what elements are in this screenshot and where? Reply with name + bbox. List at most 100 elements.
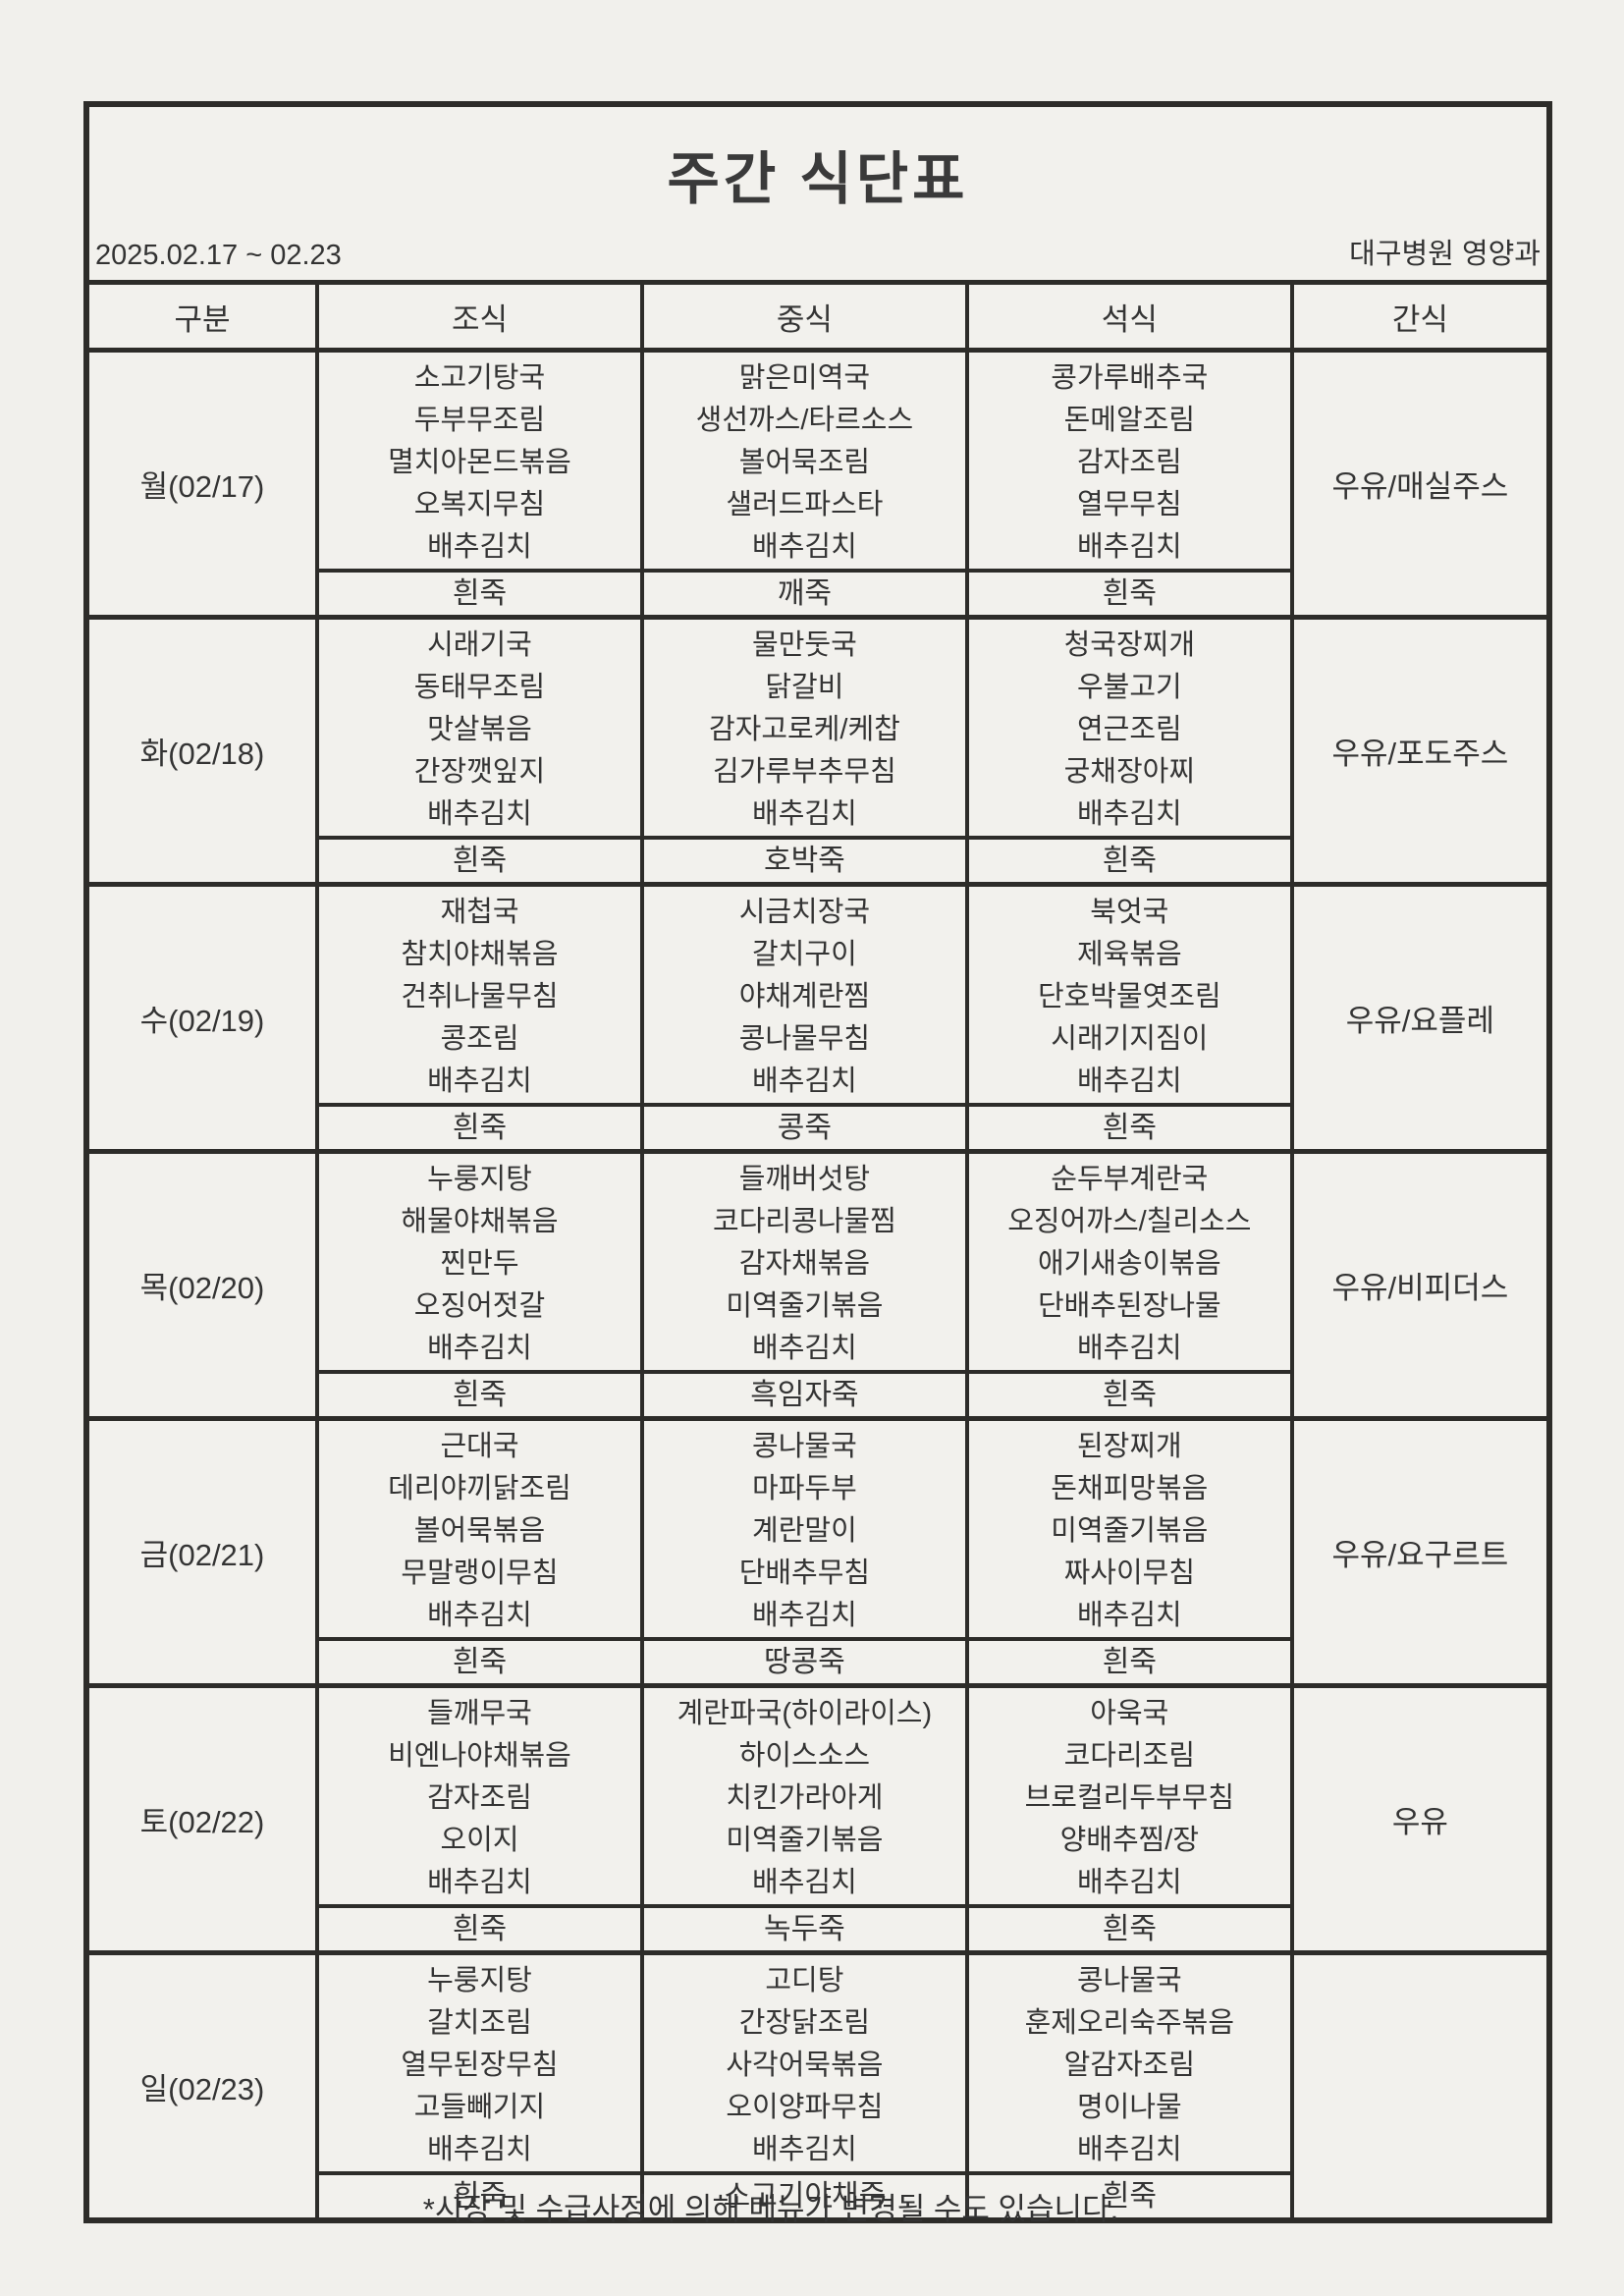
menu-item: 맛살볶음 (427, 714, 532, 745)
breakfast-porridge-row: 흰죽 (319, 2171, 640, 2217)
dinner-porridge-row: 흰죽 (968, 1370, 1290, 1416)
menu-item: 두부무조림 (413, 405, 546, 436)
breakfast-cell: 시래기국 동태무조림 맛살볶음 간장깻잎지 배추김치 흰죽 (315, 620, 640, 882)
header-cell-dinner: 석식 (964, 285, 1290, 348)
day-label: 토(02/22) (139, 1805, 265, 1839)
menu-item: 찐만두 (440, 1248, 519, 1280)
menu-item: 감자조림 (427, 1782, 532, 1814)
porridge-label: 흑임자죽 (750, 1379, 859, 1411)
menu-item: 배추김치 (427, 531, 532, 563)
menu-item: 간장깻잎지 (413, 756, 546, 788)
dinner-cell: 아욱국 코다리조림 브로컬리두부무침 양배추찜/장 배추김치 흰죽 (964, 1688, 1290, 1950)
menu-item: 누룽지탕 (427, 1965, 532, 1996)
porridge-label: 흰죽 (1102, 1112, 1157, 1144)
menu-item: 순두부계란국 (1051, 1164, 1209, 1195)
snack-label: 우유/요플레 (1345, 1004, 1494, 1038)
day-row: 목(02/20) 누룽지탕 해물야채볶음 찐만두 오징어젓갈 배추김치 흰죽 들… (89, 1149, 1546, 1416)
menu-item: 무말랭이무침 (401, 1558, 559, 1589)
menu-item: 배추김치 (1076, 1333, 1182, 1364)
breakfast-menu-list: 들깨무국 비엔나야채볶음 감자조림 오이지 배추김치 (319, 1688, 640, 1904)
lunch-menu-list: 들깨버섯탕 코다리콩나물찜 감자채볶음 미역줄기볶음 배추김치 (644, 1154, 965, 1370)
lunch-porridge-row: 녹두죽 (643, 1904, 965, 1950)
dinner-cell: 된장찌개 돈채피망볶음 미역줄기볶음 짜사이무침 배추김치 흰죽 (964, 1421, 1290, 1683)
dinner-cell: 콩나물국 훈제오리숙주볶음 알감자조림 명이나물 배추김치 흰죽 (964, 1955, 1290, 2217)
menu-item: 볼어묵볶음 (413, 1515, 546, 1547)
menu-item: 된장찌개 (1076, 1431, 1182, 1462)
menu-item: 배추김치 (427, 1867, 532, 1898)
day-label: 일(02/23) (139, 2072, 265, 2106)
menu-item: 배추김치 (427, 1600, 532, 1631)
menu-item: 재첩국 (440, 897, 519, 928)
menu-item: 콩나물무침 (738, 1023, 871, 1055)
menu-item: 돈메알조림 (1063, 405, 1196, 436)
dinner-porridge-row: 흰죽 (968, 836, 1290, 882)
menu-item: 궁채장아찌 (1063, 756, 1196, 788)
lunch-porridge-row: 땅콩죽 (643, 1637, 965, 1683)
breakfast-cell: 들깨무국 비엔나야채볶음 감자조림 오이지 배추김치 흰죽 (315, 1688, 640, 1950)
day-row: 월(02/17) 소고기탕국 두부무조림 멸치아몬드볶음 오복지무침 배추김치 … (89, 348, 1546, 615)
day-row: 화(02/18) 시래기국 동태무조림 맛살볶음 간장깻잎지 배추김치 흰죽 물… (89, 615, 1546, 882)
menu-item: 오징어까스/칠리소스 (1007, 1206, 1252, 1237)
snack-cell: 우유/요플레 (1289, 887, 1546, 1149)
menu-item: 배추김치 (752, 531, 857, 563)
lunch-cell: 맑은미역국 생선까스/타르소스 볼어묵조림 샐러드파스타 배추김치 깨죽 (639, 353, 965, 615)
porridge-label: 흰죽 (1102, 845, 1157, 877)
dinner-porridge-row: 흰죽 (968, 1103, 1290, 1149)
menu-item: 열무된장무침 (401, 2050, 559, 2081)
dinner-cell: 콩가루배추국 돈메알조림 감자조림 열무무침 배추김치 흰죽 (964, 353, 1290, 615)
day-label: 수(02/19) (139, 1004, 265, 1038)
porridge-label: 흰죽 (452, 845, 508, 877)
menu-item: 사각어묵볶음 (726, 2050, 884, 2081)
snack-label: 우유/매실주스 (1331, 469, 1509, 504)
menu-item: 계란파국(하이라이스) (677, 1698, 933, 1729)
menu-item: 계란말이 (752, 1515, 857, 1547)
breakfast-porridge-row: 흰죽 (319, 1904, 640, 1950)
menu-item: 들깨버섯탕 (738, 1164, 871, 1195)
snack-label: 우유/포도주스 (1331, 737, 1509, 771)
lunch-porridge-row: 흑임자죽 (643, 1370, 965, 1416)
snack-cell (1289, 1955, 1546, 2217)
dinner-menu-list: 북엇국 제육볶음 단호박물엿조림 시래기지짐이 배추김치 (969, 887, 1290, 1103)
breakfast-menu-list: 재첩국 참치야채볶음 건취나물무침 콩조림 배추김치 (319, 887, 640, 1103)
day-label-cell: 일(02/23) (89, 1955, 315, 2217)
menu-item: 참치야채볶음 (401, 939, 559, 970)
menu-item: 김가루부추무침 (713, 756, 896, 788)
menu-item: 건취나물무침 (401, 981, 559, 1012)
lunch-menu-list: 맑은미역국 생선까스/타르소스 볼어묵조림 샐러드파스타 배추김치 (644, 353, 965, 569)
porridge-label: 땅콩죽 (763, 1646, 845, 1678)
menu-item: 시금치장국 (738, 897, 871, 928)
menu-item: 생선까스/타르소스 (695, 405, 914, 436)
lunch-menu-list: 물만둣국 닭갈비 감자고로케/케찹 김가루부추무침 배추김치 (644, 620, 965, 836)
porridge-label: 깨죽 (777, 577, 832, 610)
menu-item: 고들빼기지 (413, 2092, 546, 2123)
menu-item: 짜사이무침 (1063, 1558, 1196, 1589)
menu-item: 양배추찜/장 (1059, 1825, 1200, 1856)
menu-item: 오이지 (440, 1825, 519, 1856)
snack-cell: 우유 (1289, 1688, 1546, 1950)
lunch-cell: 계란파국(하이라이스) 하이스소스 치킨가라아게 미역줄기볶음 배추김치 녹두죽 (639, 1688, 965, 1950)
menu-item: 콩가루배추국 (1051, 362, 1209, 394)
menu-item: 동태무조림 (413, 672, 546, 703)
porridge-label: 콩죽 (777, 1112, 832, 1144)
snack-cell: 우유/매실주스 (1289, 353, 1546, 615)
breakfast-porridge-row: 흰죽 (319, 1637, 640, 1683)
lunch-porridge-row: 호박죽 (643, 836, 965, 882)
snack-cell: 우유/비피더스 (1289, 1154, 1546, 1416)
menu-item: 콩나물국 (1076, 1965, 1182, 1996)
lunch-cell: 고디탕 간장닭조림 사각어묵볶음 오이양파무침 배추김치 소고기야채죽 (639, 1955, 965, 2217)
day-row: 토(02/22) 들깨무국 비엔나야채볶음 감자조림 오이지 배추김치 흰죽 계… (89, 1683, 1546, 1950)
menu-item: 누룽지탕 (427, 1164, 532, 1195)
menu-item: 배추김치 (1076, 1066, 1182, 1097)
menu-table: 주간 식단표 2025.02.17 ~ 02.23 대구병원 영양과 구분 조식… (83, 101, 1552, 2223)
menu-item: 미역줄기볶음 (726, 1825, 884, 1856)
menu-item: 들깨무국 (427, 1698, 532, 1729)
meta-row: 2025.02.17 ~ 02.23 대구병원 영양과 (89, 215, 1546, 280)
page-title: 주간 식단표 (667, 147, 969, 211)
day-label: 금(02/21) (139, 1538, 265, 1572)
menu-item: 배추김치 (427, 1066, 532, 1097)
day-row: 금(02/21) 근대국 데리야끼닭조림 볼어묵볶음 무말랭이무침 배추김치 흰… (89, 1416, 1546, 1683)
menu-item: 단배추된장나물 (1037, 1290, 1221, 1322)
dinner-menu-list: 콩나물국 훈제오리숙주볶음 알감자조림 명이나물 배추김치 (969, 1955, 1290, 2171)
lunch-porridge-row: 콩죽 (643, 1103, 965, 1149)
porridge-label: 흰죽 (1102, 577, 1157, 610)
